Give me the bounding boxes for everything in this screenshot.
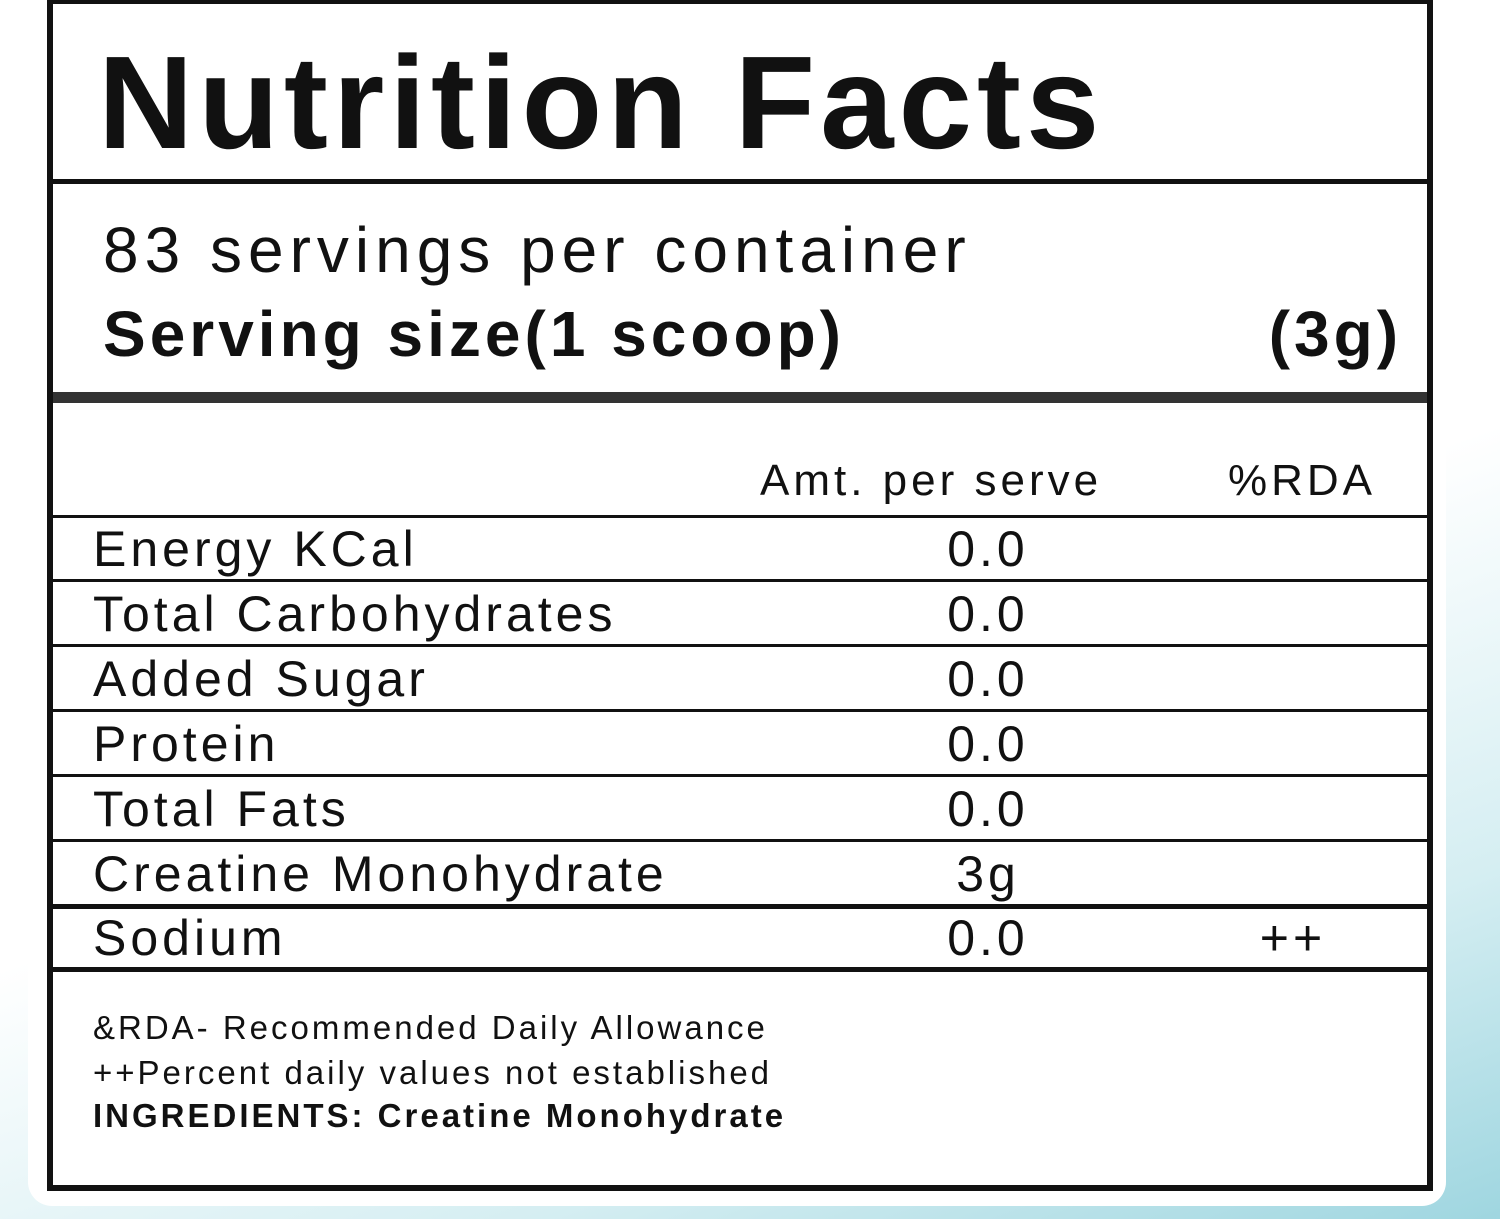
nutrient-amount: 0.0 <box>947 650 1029 707</box>
divider <box>53 179 1427 184</box>
row-divider <box>53 967 1427 972</box>
label-panel <box>28 0 1446 1206</box>
row-divider <box>53 774 1427 777</box>
nutrient-name: Added Sugar <box>93 650 429 707</box>
nutrient-row: Added Sugar 0.0 <box>53 646 1427 711</box>
nutrient-name: Sodium <box>93 909 287 966</box>
nutrient-amount: 0.0 <box>947 585 1029 642</box>
nutrient-name: Creatine Monohydrate <box>93 845 668 902</box>
note: ++Percent daily values not established <box>93 1054 773 1091</box>
servings: 83 servings per container <box>103 214 972 286</box>
column-header: Amt. per serve <box>760 456 1103 505</box>
thick-divider <box>53 392 1427 403</box>
nutrient-row: Protein 0.0 <box>53 711 1427 776</box>
nutrient-name: Total Carbohydrates <box>93 585 617 642</box>
row-divider <box>53 839 1427 842</box>
row-divider <box>53 904 1427 909</box>
row-divider <box>53 644 1427 647</box>
nutrient-row: Energy KCal 0.0 <box>53 517 1427 581</box>
note: &RDA- Recommended Daily Allowance <box>93 1009 768 1046</box>
nutrient-amount: 0.0 <box>947 715 1029 772</box>
row-divider <box>53 709 1427 712</box>
nutrient-row: Creatine Monohydrate 3g <box>53 841 1427 906</box>
nutrient-row: Total Carbohydrates 0.0 <box>53 581 1427 646</box>
nutrient-row: Sodium 0.0 ++ <box>53 906 1427 969</box>
nutrient-name: Energy KCal <box>93 521 418 577</box>
label-border <box>47 0 1433 1191</box>
nutrient-amount: 0.0 <box>947 521 1029 577</box>
row-divider <box>53 515 1427 518</box>
column-header: %RDA <box>1228 456 1377 505</box>
serving-size-label: Serving size(1 scoop) <box>103 298 845 370</box>
nutrient-name: Total Fats <box>93 780 350 837</box>
row-divider <box>53 579 1427 582</box>
nutrient-row: Total Fats 0.0 <box>53 776 1427 841</box>
nutrient-amount: 3g <box>956 845 1020 902</box>
ingredients: INGREDIENTS: Creatine Monohydrate <box>93 1097 787 1134</box>
nutrient-name: Protein <box>93 715 280 772</box>
nutrient-amount: 0.0 <box>947 780 1029 837</box>
title: Nutrition Facts <box>98 29 1105 176</box>
nutrient-amount: 0.0 <box>947 909 1029 966</box>
serving-size-value: (3g) <box>1268 298 1402 370</box>
nutrient-rda: ++ <box>1259 909 1327 966</box>
